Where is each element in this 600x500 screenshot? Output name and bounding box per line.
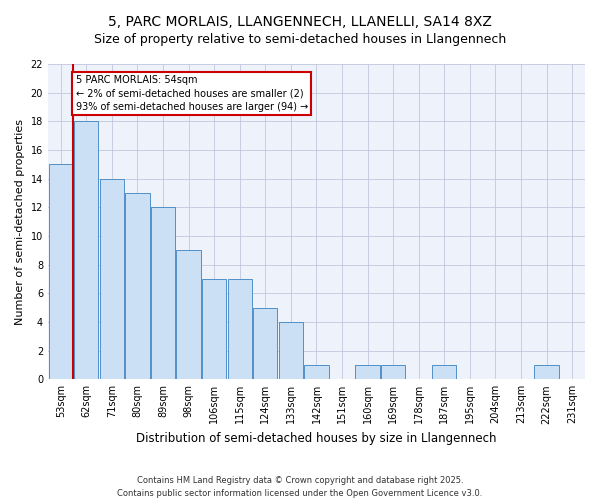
Bar <box>176 250 201 380</box>
X-axis label: Distribution of semi-detached houses by size in Llangennech: Distribution of semi-detached houses by … <box>136 432 497 445</box>
Bar <box>253 308 277 380</box>
Bar <box>125 193 149 380</box>
Text: 5 PARC MORLAIS: 54sqm
← 2% of semi-detached houses are smaller (2)
93% of semi-d: 5 PARC MORLAIS: 54sqm ← 2% of semi-detac… <box>76 76 308 112</box>
Text: Contains HM Land Registry data © Crown copyright and database right 2025.
Contai: Contains HM Land Registry data © Crown c… <box>118 476 482 498</box>
Bar <box>304 365 329 380</box>
Text: 5, PARC MORLAIS, LLANGENNECH, LLANELLI, SA14 8XZ: 5, PARC MORLAIS, LLANGENNECH, LLANELLI, … <box>108 15 492 29</box>
Bar <box>100 178 124 380</box>
Bar <box>279 322 303 380</box>
Bar <box>381 365 406 380</box>
Bar <box>202 279 226 380</box>
Text: Size of property relative to semi-detached houses in Llangennech: Size of property relative to semi-detach… <box>94 32 506 46</box>
Bar <box>535 365 559 380</box>
Bar <box>74 122 98 380</box>
Bar <box>49 164 73 380</box>
Bar <box>151 208 175 380</box>
Bar <box>355 365 380 380</box>
Y-axis label: Number of semi-detached properties: Number of semi-detached properties <box>15 118 25 324</box>
Bar <box>432 365 457 380</box>
Bar <box>227 279 252 380</box>
